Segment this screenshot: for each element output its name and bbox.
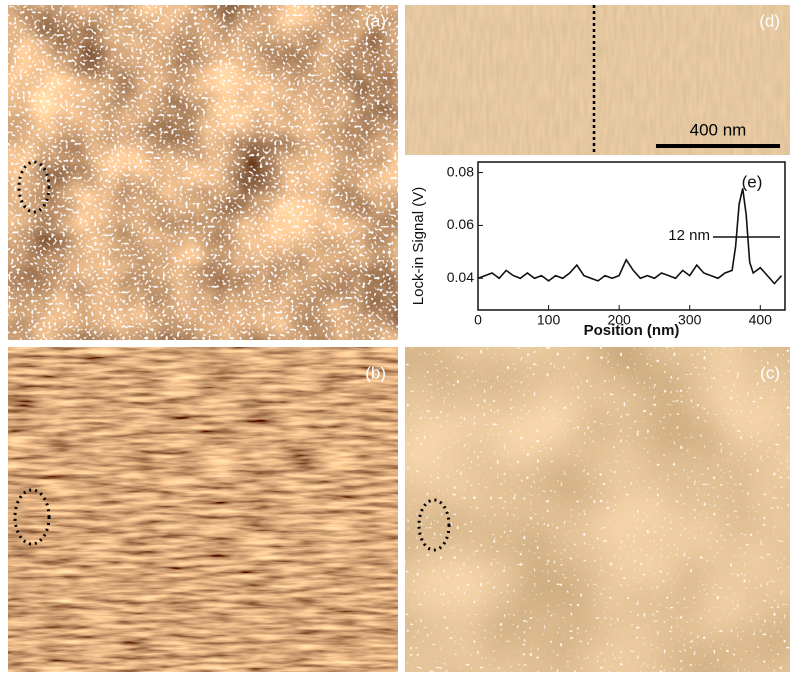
y-tick-label: 0.04 [447, 269, 474, 285]
annotation: 12 nm [668, 227, 710, 244]
x-tick-label: 100 [537, 312, 561, 328]
x-tick-label: 400 [749, 312, 773, 328]
panel-label: (c) [760, 363, 780, 382]
scale-bar-label: 400 nm [690, 120, 747, 139]
panel-label: (a) [365, 11, 386, 30]
chart-panel [405, 158, 790, 340]
figure: (a) 400 nm (d) (e) 01002003004000.040.06… [0, 0, 794, 677]
y-tick-label: 0.06 [447, 216, 474, 232]
x-tick-label: 300 [678, 312, 702, 328]
panel-label: (b) [365, 363, 386, 382]
image-b [8, 347, 398, 672]
image-c [405, 347, 790, 672]
panel-label: (d) [759, 11, 780, 30]
y-tick-label: 0.08 [447, 163, 474, 179]
panel-label: (e) [742, 172, 763, 191]
image-a [8, 5, 398, 340]
x-tick-label: 0 [474, 312, 482, 328]
y-axis-label: Lock-in Signal (V) [410, 187, 427, 305]
x-axis-label: Position (nm) [584, 322, 680, 339]
